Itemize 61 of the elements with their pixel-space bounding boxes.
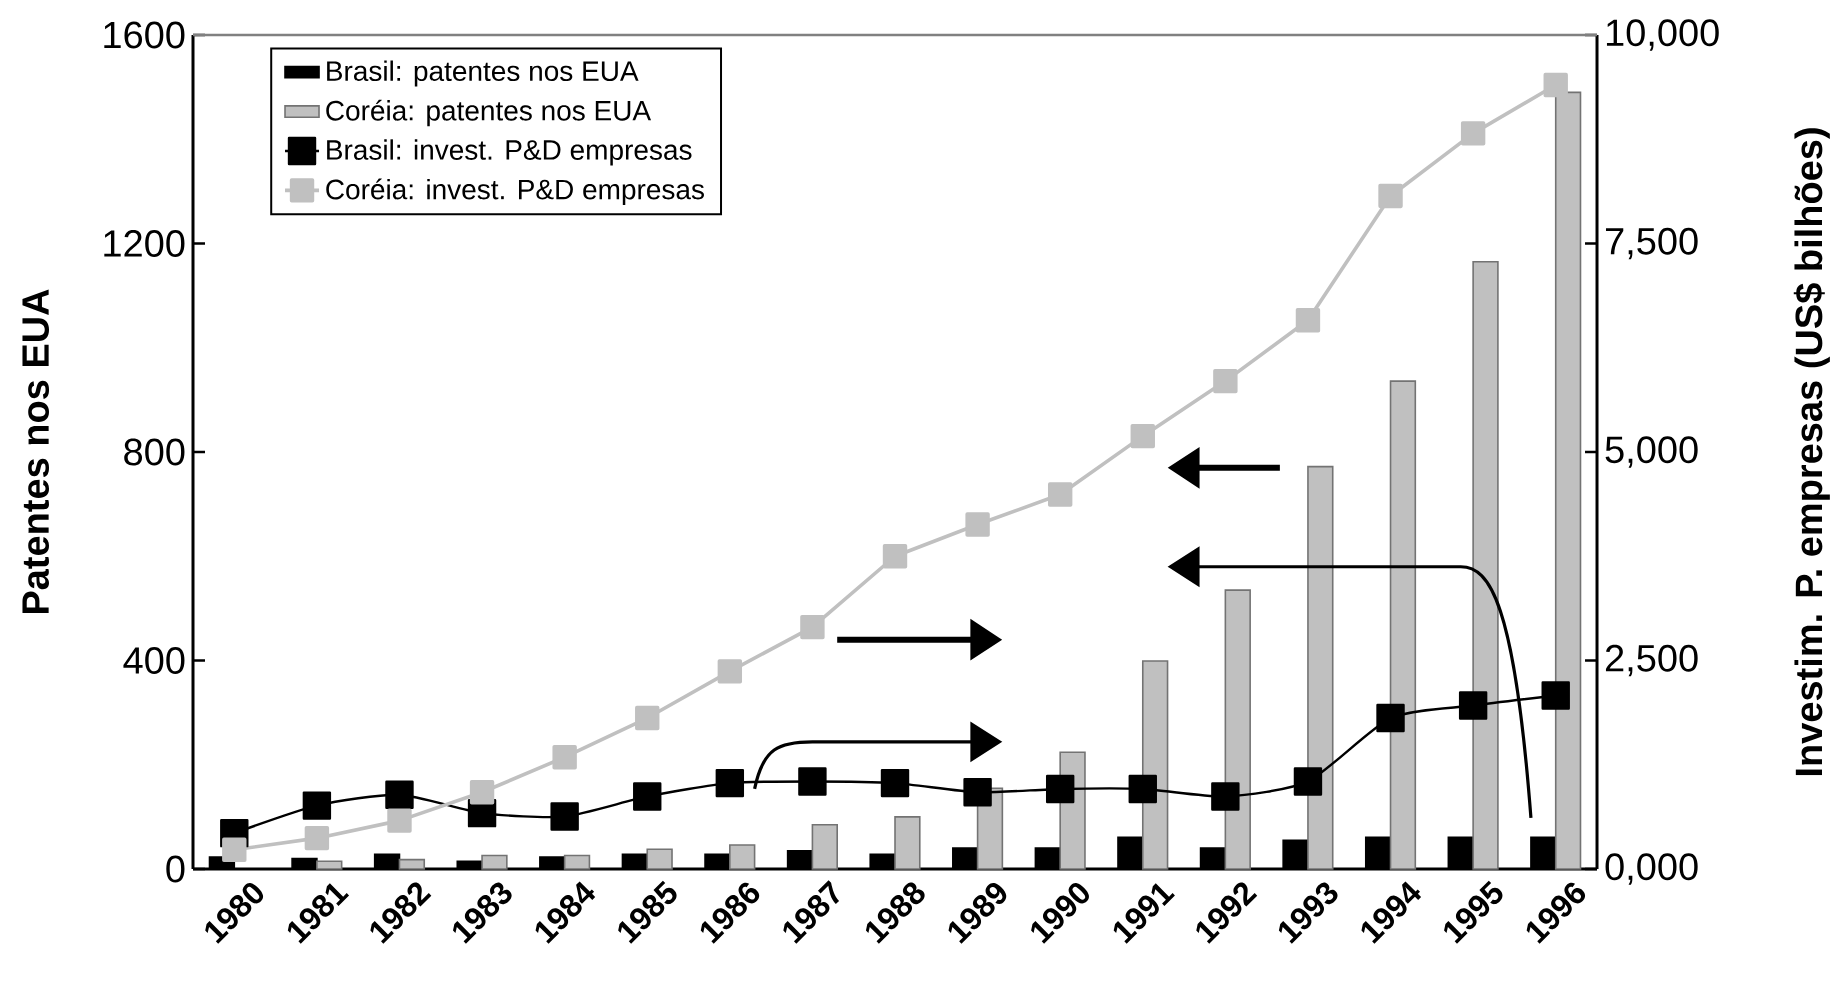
- y-axis-title: Patentes nos EUA: [22, 289, 50, 614]
- bar: [563, 854, 591, 870]
- point: [1376, 703, 1405, 733]
- bar: [1389, 380, 1417, 870]
- point: [635, 705, 660, 731]
- point: [387, 808, 412, 833]
- point: [1458, 691, 1488, 720]
- bar: [1141, 660, 1169, 870]
- point: [1378, 183, 1403, 209]
- bar: [1472, 260, 1499, 870]
- point: [1541, 681, 1570, 710]
- y2-tick-label: 0,000: [1605, 853, 1698, 885]
- point: [469, 780, 495, 805]
- point: [550, 802, 579, 831]
- point: [222, 837, 247, 863]
- bar: [646, 848, 673, 870]
- y2-axis-title: Investim. P. empresas (US$ bilhões): [1793, 128, 1830, 776]
- point: [552, 745, 577, 770]
- y-tick-label: 800: [124, 438, 185, 466]
- point: [965, 512, 990, 537]
- bar: [894, 816, 921, 870]
- y2-tick-label: 2,500: [1605, 644, 1698, 677]
- point: [963, 778, 992, 807]
- bar: [811, 823, 838, 870]
- point: [1295, 308, 1321, 333]
- point: [1543, 72, 1568, 98]
- point: [1128, 774, 1157, 804]
- point: [633, 782, 662, 811]
- bar: [1307, 465, 1334, 870]
- y-tick-label: 400: [123, 647, 185, 674]
- point: [1045, 774, 1075, 804]
- y-tick-label: 0: [166, 855, 185, 883]
- point: [1460, 121, 1486, 146]
- point: [717, 659, 743, 684]
- point: [1213, 368, 1238, 394]
- point: [800, 614, 825, 640]
- y2-tick-label: 7,500: [1605, 227, 1698, 260]
- bar: [316, 860, 343, 870]
- point: [304, 825, 330, 851]
- y-tick-label: 1600: [104, 21, 185, 49]
- point: [882, 544, 908, 569]
- point: [1130, 423, 1155, 449]
- point: [302, 791, 332, 820]
- legend-label: Coréia: invest. P&D empresas: [326, 178, 704, 205]
- point: [715, 768, 745, 798]
- point: [1211, 782, 1240, 811]
- legend-label: Brasil: invest. P&D empresas: [327, 139, 692, 166]
- bar: [398, 858, 426, 870]
- point: [1293, 767, 1323, 796]
- point: [880, 768, 910, 798]
- legend-label: Brasil: patentes nos EUA: [327, 60, 639, 87]
- y2-tick-label: 10,000: [1606, 19, 1719, 51]
- bar: [1224, 589, 1251, 870]
- point: [385, 780, 414, 809]
- bar: [481, 854, 508, 870]
- legend-label: Coréia: patentes nos EUA: [326, 99, 652, 127]
- point: [798, 767, 827, 796]
- y2-tick-label: 5,000: [1605, 436, 1698, 468]
- bar: [729, 844, 756, 870]
- point: [1047, 482, 1073, 507]
- y-tick-label: 1200: [104, 230, 185, 257]
